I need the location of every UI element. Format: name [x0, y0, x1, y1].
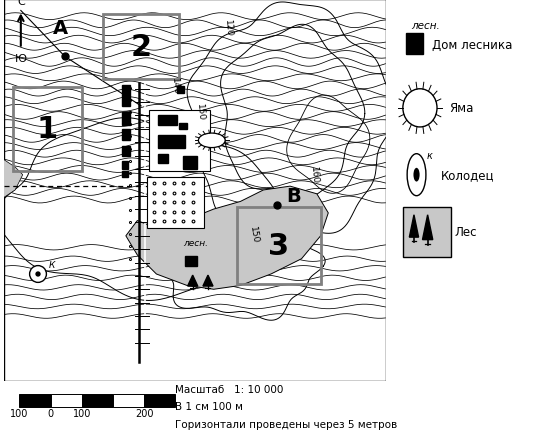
Text: Колодец: Колодец — [440, 169, 494, 182]
Text: 3: 3 — [268, 231, 289, 260]
Bar — [144, 394, 175, 406]
Text: 1: 1 — [37, 115, 58, 144]
Bar — [178, 86, 184, 93]
Bar — [103, 15, 179, 80]
Text: 150: 150 — [248, 225, 260, 244]
Text: лесн.: лесн. — [183, 239, 208, 248]
Bar — [158, 135, 185, 148]
Polygon shape — [409, 215, 418, 237]
Bar — [50, 394, 82, 406]
Circle shape — [407, 154, 426, 196]
Text: 150: 150 — [195, 103, 205, 121]
Bar — [158, 154, 168, 164]
Polygon shape — [422, 215, 433, 240]
Text: 100: 100 — [10, 408, 29, 418]
Text: Дом лесника: Дом лесника — [432, 39, 512, 51]
Bar — [237, 208, 321, 284]
Text: Ю: Ю — [15, 54, 27, 64]
Bar — [183, 156, 197, 170]
Bar — [122, 113, 130, 126]
Bar — [149, 110, 210, 171]
Polygon shape — [3, 160, 23, 198]
Bar — [179, 124, 187, 130]
Text: 140: 140 — [170, 77, 180, 95]
Polygon shape — [126, 187, 328, 290]
Circle shape — [30, 266, 46, 283]
Text: A: A — [53, 19, 68, 38]
Text: к: к — [427, 150, 433, 160]
Bar — [185, 256, 197, 267]
Text: лесн.: лесн. — [412, 21, 440, 31]
Text: 2: 2 — [130, 33, 152, 62]
Bar — [147, 177, 204, 229]
Text: К: К — [49, 261, 55, 269]
Polygon shape — [188, 276, 198, 286]
Text: 120: 120 — [223, 20, 234, 38]
Text: С: С — [17, 0, 25, 7]
Text: 0: 0 — [48, 408, 54, 418]
Text: В 1 см 100 м: В 1 см 100 м — [175, 402, 243, 412]
Bar — [20, 394, 50, 406]
Text: 160: 160 — [309, 166, 320, 184]
Bar — [113, 394, 144, 406]
Text: Лес: Лес — [454, 226, 477, 239]
Bar — [122, 162, 128, 170]
Bar — [158, 116, 178, 126]
Circle shape — [413, 169, 419, 182]
Ellipse shape — [198, 134, 225, 148]
Bar — [403, 208, 451, 257]
Bar — [122, 171, 128, 177]
Text: 100: 100 — [73, 408, 91, 418]
Text: Горизонтали проведены через 5 метров: Горизонтали проведены через 5 метров — [175, 419, 398, 429]
Text: Масштаб   1: 10 000: Масштаб 1: 10 000 — [175, 384, 283, 394]
Bar — [122, 147, 130, 156]
Text: B: B — [286, 187, 301, 206]
Bar — [122, 130, 130, 141]
Bar — [406, 34, 423, 55]
Polygon shape — [203, 276, 213, 286]
Bar — [122, 86, 130, 107]
Ellipse shape — [403, 89, 437, 127]
Bar — [82, 394, 113, 406]
Text: Яма: Яма — [449, 102, 473, 115]
Circle shape — [35, 272, 41, 277]
Text: 200: 200 — [135, 408, 153, 418]
Bar — [13, 88, 82, 171]
